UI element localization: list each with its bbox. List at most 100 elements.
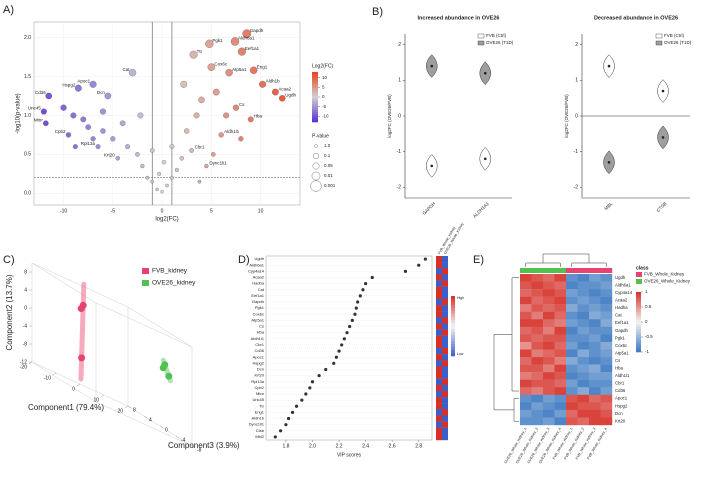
- point: [259, 80, 267, 88]
- heat-cell: [577, 281, 590, 290]
- dot: [286, 416, 291, 421]
- dot: [304, 392, 308, 396]
- x-tick-label: 10: [93, 397, 99, 403]
- heat-cell: [543, 326, 555, 335]
- heat-cell: [543, 417, 555, 426]
- y-tick-label: 0: [398, 113, 401, 119]
- point-label: Cox6c: [214, 61, 228, 66]
- colorbar-step: [312, 108, 318, 111]
- heat-cell: [543, 304, 555, 312]
- heat-cell: [436, 298, 442, 306]
- heat-legend-step: [451, 335, 455, 339]
- heat-cell: [442, 378, 448, 385]
- point: [189, 148, 194, 153]
- heat-cell: [543, 387, 555, 395]
- y-tick-label: Ctsb: [256, 428, 265, 433]
- heat-cell: [566, 372, 578, 380]
- colorbar-step: [636, 327, 641, 330]
- x-tick-label: MBL: [603, 201, 613, 211]
- heat-cell: [436, 354, 442, 361]
- point: [193, 112, 200, 119]
- size-legend-mark: [310, 180, 322, 192]
- colorbar-step: [312, 84, 318, 87]
- heat-cell: [531, 319, 544, 328]
- z-tick: [143, 415, 148, 419]
- heat-cell: [543, 357, 555, 365]
- colorbar-tick-label: 0: [645, 319, 648, 324]
- heat-cell: [531, 417, 544, 426]
- row-label: Eef1a1: [615, 320, 629, 325]
- x-tick-label: 0: [72, 386, 75, 392]
- point: [90, 136, 96, 142]
- heat-cell: [436, 329, 442, 336]
- row-label: Dcn: [615, 411, 623, 416]
- heat-cell: [436, 305, 442, 312]
- row-label: Cd36: [615, 388, 626, 393]
- point: [145, 175, 150, 180]
- row-label: Acaa2: [615, 298, 628, 303]
- point: [140, 163, 145, 169]
- heat-cell: [577, 409, 590, 418]
- dot: [334, 355, 338, 359]
- heat-cell: [577, 372, 590, 380]
- heat-cell: [554, 326, 567, 335]
- heat-cell: [554, 334, 567, 343]
- heat-cell: [577, 387, 590, 395]
- y-tick-label: -2: [574, 185, 579, 191]
- colorbar-step: [636, 304, 641, 308]
- y-tick-label: 8: [24, 269, 27, 275]
- heat-cell: [442, 403, 448, 410]
- heat-cell: [442, 323, 448, 330]
- colorbar-step: [312, 112, 318, 115]
- x-tick-label: 2.0: [309, 443, 316, 449]
- heat-cell: [531, 357, 544, 365]
- heat-cell: [577, 357, 590, 365]
- heat-cell: [600, 334, 613, 343]
- heat-cell: [554, 409, 567, 418]
- heat-cell: [520, 311, 532, 320]
- heat-cell: [442, 415, 448, 422]
- heat-cell: [442, 268, 448, 275]
- point: [207, 63, 216, 71]
- panel-label: A): [3, 4, 14, 16]
- heat-cell: [531, 296, 544, 305]
- colorbar-tick-label: -1: [645, 349, 649, 354]
- point: [119, 120, 126, 127]
- heat-cell: [577, 402, 590, 411]
- size-legend-mark: [314, 144, 318, 148]
- point-label: Atp5a1: [232, 67, 247, 72]
- x-tick-label: 2.4: [362, 443, 369, 449]
- y-tick-label: Cyp4a14: [248, 268, 265, 273]
- point: [157, 171, 162, 176]
- class-bar: [566, 268, 578, 273]
- y-tick-label: Cd36: [254, 348, 264, 353]
- y-tick-label: Cs: [259, 324, 264, 329]
- heat-cell: [436, 384, 442, 392]
- median-dot: [607, 161, 611, 164]
- point: [128, 68, 137, 77]
- heat-cell: [520, 417, 532, 426]
- heat-cell: [600, 326, 613, 335]
- box-edge: [31, 262, 97, 304]
- row-label: Hba: [615, 366, 623, 371]
- colorbar-tick-label: 1: [645, 289, 648, 294]
- box-edge: [127, 306, 193, 348]
- heat-legend-step: [451, 323, 455, 327]
- legend-label: OVE26 (T1D): [664, 40, 692, 45]
- heat-legend-step: [451, 329, 455, 333]
- class-bar: [531, 268, 544, 273]
- legend-label: OVE26_kidney: [152, 280, 196, 287]
- point-label: Hba: [254, 114, 263, 119]
- point-label: Apoc1: [77, 78, 90, 83]
- colorbar-step: [312, 92, 318, 95]
- colorbar-step: [312, 104, 318, 107]
- heat-cell: [436, 256, 442, 263]
- heat-cell: [566, 341, 578, 350]
- size-legend-label: 0.05: [324, 163, 333, 168]
- heat-cell: [436, 262, 442, 269]
- row-label: Gapdh: [615, 328, 629, 333]
- y-axis-label: log2FC (OVE26/FVB): [387, 94, 392, 138]
- dot: [294, 404, 299, 408]
- heat-cell: [589, 372, 601, 380]
- dot: [348, 324, 352, 329]
